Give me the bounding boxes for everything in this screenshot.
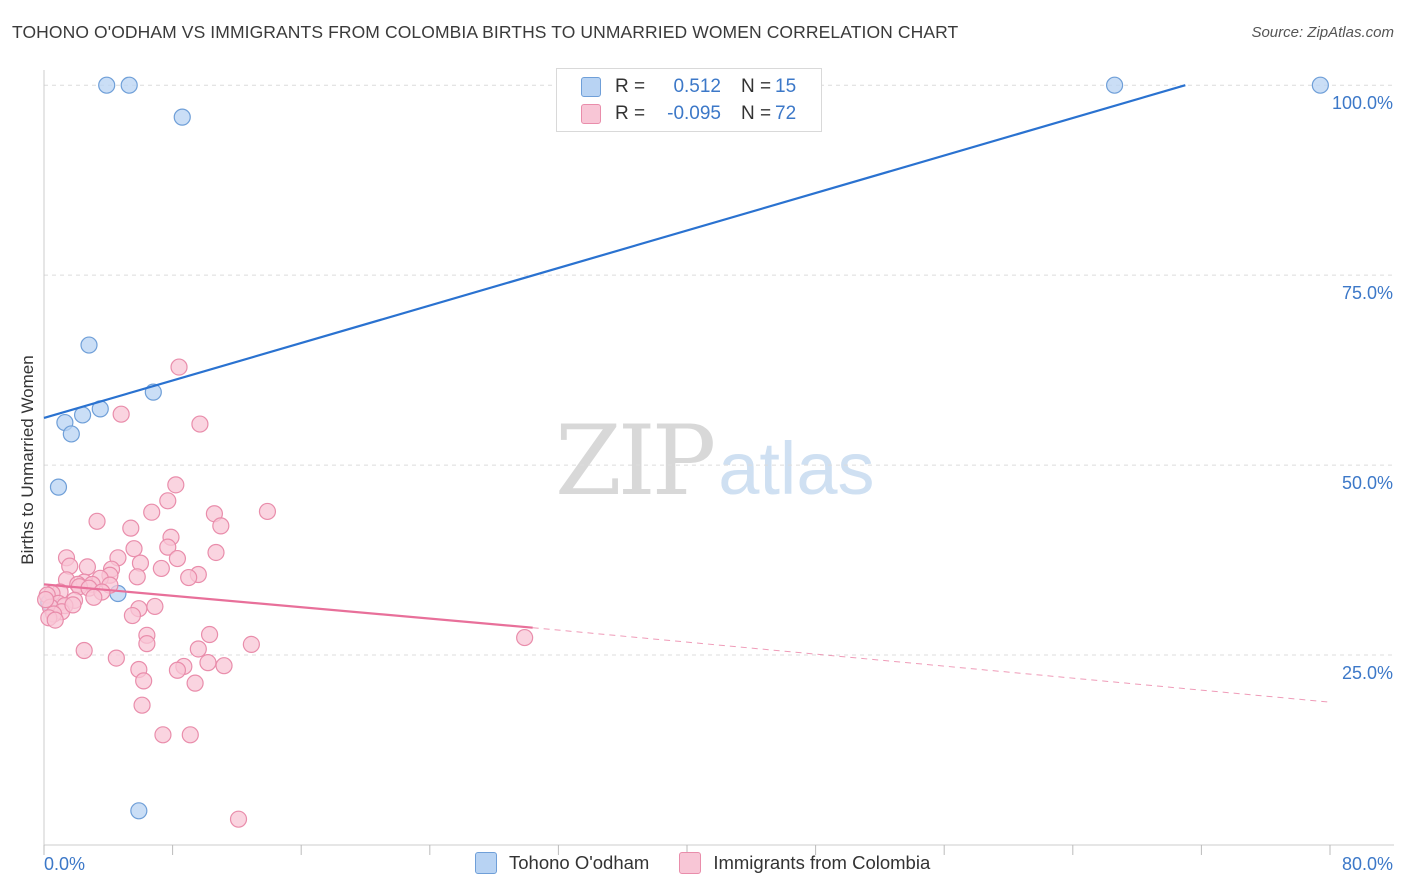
colombia-point (168, 549, 187, 568)
tohono-point (49, 478, 68, 496)
colombia-point (78, 558, 97, 576)
colombia-point (516, 628, 534, 647)
y-tick-label: 75.0% (1342, 283, 1393, 303)
colombia-point (125, 540, 143, 558)
legend-row-tohono: R = 0.512 N = 15 (581, 74, 796, 100)
colombia-point (207, 543, 225, 562)
colombia-trend-line (43, 583, 533, 629)
tohono-point (1105, 76, 1124, 94)
colombia-point (138, 635, 156, 653)
colombia-point (170, 358, 188, 376)
colombia-point (143, 503, 161, 521)
colombia-point (46, 611, 64, 629)
colombia-trend-extension (532, 627, 1331, 703)
colombia-point (180, 568, 198, 587)
y-axis-label: Births to Unmarried Women (18, 355, 37, 565)
y-tick-label: 100.0% (1332, 93, 1393, 113)
colombia-point (128, 568, 146, 586)
colombia-point (191, 415, 209, 433)
colombia-point (75, 641, 93, 660)
colombia-point (152, 559, 170, 578)
tohono-trend-line (43, 84, 1186, 420)
y-tick-label: 25.0% (1342, 663, 1393, 683)
colombia-point (181, 726, 199, 744)
tohono-point (62, 425, 80, 443)
colombia-point (200, 625, 219, 644)
legend-n-label: N = (741, 76, 772, 97)
colombia-point (199, 654, 217, 672)
legend-n-value: 72 (775, 103, 797, 124)
colombia-point (159, 492, 177, 510)
watermark: ZIPatlas (555, 405, 875, 517)
colombia-point (85, 588, 103, 606)
legend-r-label: R = (615, 103, 646, 124)
watermark-atlas: atlas (718, 427, 875, 510)
colombia-point (242, 635, 260, 654)
tohono-point (120, 76, 138, 94)
colombia-point (64, 596, 82, 614)
colombia-point (135, 672, 153, 690)
legend-r-label: R = (615, 76, 646, 97)
colombia-point (189, 640, 207, 658)
colombia-point (88, 512, 106, 530)
tohono-point (130, 802, 148, 820)
legend-n-label: N = (741, 103, 772, 124)
colombia-point (167, 476, 185, 494)
legend-r-value: 0.512 (673, 76, 721, 97)
chart-title: TOHONO O'ODHAM VS IMMIGRANTS FROM COLOMB… (12, 22, 959, 42)
tohono-point (80, 336, 98, 354)
legend-item-tohono: Tohono O'odham (475, 852, 649, 874)
tohono-point (1311, 76, 1329, 94)
legend-row-colombia: R = -0.095 N = 72 (581, 101, 796, 127)
correlation-legend: R = 0.512 N = 15 R = -0.095 N = 72 (556, 68, 822, 132)
x-tick-label: 0.0% (44, 854, 85, 874)
colombia-point (123, 606, 142, 625)
watermark-zip: ZIP (555, 405, 716, 517)
colombia-point (107, 649, 125, 667)
colombia-point (146, 597, 164, 616)
legend-swatch-blue (581, 77, 601, 97)
colombia-point (186, 674, 204, 692)
legend-item-colombia: Immigrants from Colombia (679, 852, 930, 874)
colombia-point (258, 502, 277, 521)
legend-n-value: 15 (775, 76, 797, 97)
legend-swatch-blue (475, 852, 497, 874)
x-tick-label: 80.0% (1342, 854, 1393, 874)
colombia-point (215, 657, 233, 675)
colombia-point (154, 726, 172, 744)
colombia-point (37, 590, 55, 609)
colombia-point (168, 661, 187, 679)
legend-swatch-pink (581, 104, 601, 124)
colombia-point (212, 517, 230, 535)
colombia-point (159, 538, 177, 556)
tohono-point (173, 108, 191, 126)
legend-swatch-pink (679, 852, 702, 874)
colombia-point (133, 696, 151, 714)
colombia-point (112, 405, 130, 423)
colombia-point (229, 810, 248, 828)
legend-label-colombia: Immigrants from Colombia (713, 852, 931, 873)
colombia-point (122, 519, 140, 537)
series-legend: Tohono O'odham Immigrants from Colombia (475, 852, 960, 874)
legend-label-tohono: Tohono O'odham (509, 852, 650, 873)
y-tick-label: 50.0% (1342, 473, 1393, 493)
legend-r-value: -0.095 (667, 103, 721, 124)
tohono-point (98, 76, 116, 94)
source-label: Source: ZipAtlas.com (1251, 24, 1394, 41)
